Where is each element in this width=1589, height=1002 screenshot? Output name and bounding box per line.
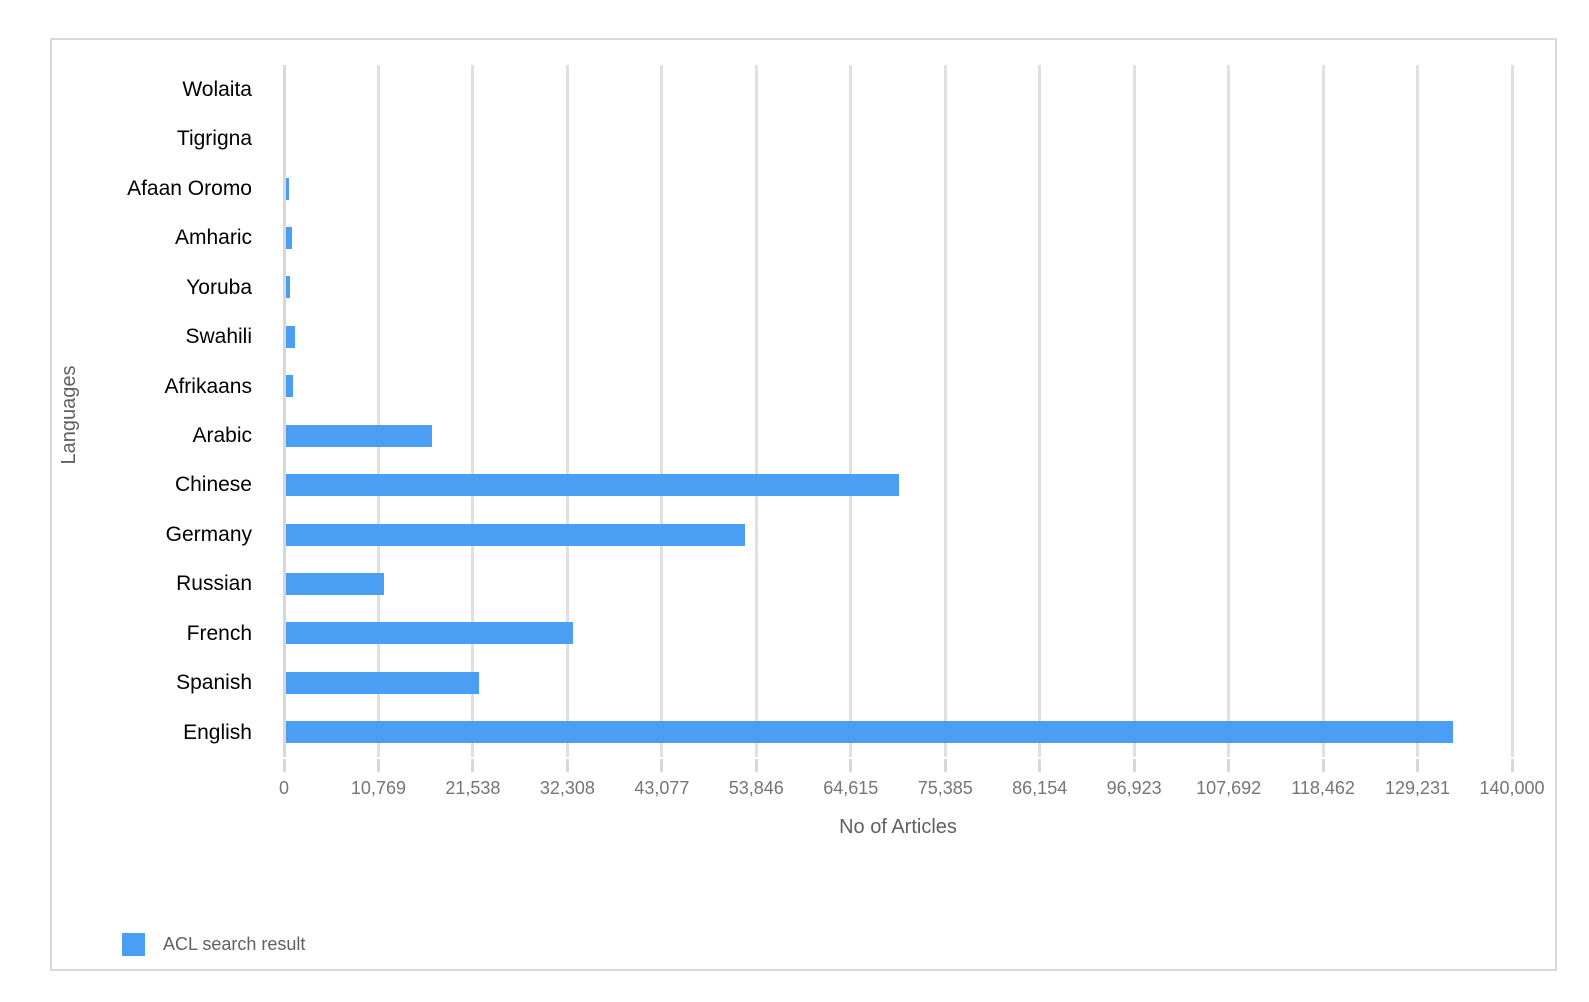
x-axis-title: No of Articles [839, 816, 957, 838]
x-tick-label: 118,462 [1291, 778, 1355, 798]
x-tick-label: 75,385 [917, 778, 973, 798]
x-tick-label: 96,923 [1106, 778, 1162, 798]
bar-amharic [286, 227, 293, 249]
plot-area [282, 65, 1514, 772]
chart-frame: Languages Wolaita Tigrigna Afaan Oromo Amha… [50, 38, 1557, 971]
category-label-swahili: Swahili [185, 325, 252, 349]
gridline [660, 65, 664, 757]
axis-tick [660, 759, 664, 772]
category-label-yoruba: Yoruba [186, 275, 252, 299]
category-label-arabic: Arabic [192, 424, 252, 447]
gridline [1510, 65, 1514, 757]
category-label-chinese: Chinese [174, 473, 252, 497]
bar-afaan-oromo [286, 177, 289, 200]
gridline [1416, 65, 1420, 757]
bar-russian [286, 573, 385, 595]
category-label-afrikaans: Afrikaans [164, 374, 252, 398]
category-label-tigrigna: Tigrigna [176, 127, 252, 151]
bar-english [286, 721, 1453, 744]
legend-swatch [122, 933, 145, 956]
gridline [1132, 65, 1136, 757]
x-tick-label: 10,769 [350, 778, 406, 798]
x-tick-label: 21,538 [445, 778, 501, 798]
bar-chinese [286, 474, 900, 497]
axis-tick [849, 759, 853, 772]
bar-spanish [286, 671, 479, 694]
axis-tick [1038, 759, 1042, 772]
gridline [376, 65, 380, 757]
axis-tick [754, 759, 758, 772]
axis-tick [471, 759, 475, 772]
bar-germany [286, 523, 745, 546]
category-label-afaan-oromo: Afaan Oromo [127, 176, 252, 200]
bar-yoruba [286, 276, 290, 299]
gridline [1227, 65, 1231, 757]
gridline [1321, 65, 1325, 757]
zero-gridline [282, 65, 286, 757]
axis-tick [565, 759, 569, 772]
bar-french [286, 622, 573, 645]
bar-arabic [286, 424, 432, 447]
category-label-english: English [183, 720, 252, 744]
legend: ACL search result [122, 933, 305, 956]
x-tick-label: 43,077 [634, 778, 690, 798]
axis-tick [376, 759, 380, 772]
category-label-spanish: Spanish [176, 671, 252, 695]
x-tick-label: 32,308 [539, 778, 595, 798]
axis-tick [282, 759, 286, 772]
axis-tick [943, 759, 947, 772]
gridline [943, 65, 947, 757]
x-tick-label: 140,000 [1479, 778, 1545, 798]
x-tick-label: 107,692 [1196, 778, 1262, 798]
x-tick-label: 86,154 [1012, 778, 1068, 798]
category-label-russian: Russian [176, 572, 252, 596]
gridline [471, 65, 475, 757]
category-label-french: French [186, 621, 252, 645]
gridline [849, 65, 853, 757]
x-tick-label: 53,846 [728, 778, 784, 798]
category-label-wolaita: Wolaita [182, 78, 252, 101]
axis-tick [1132, 759, 1136, 772]
bar-swahili [286, 325, 295, 348]
category-label-germany: Germany [165, 522, 252, 546]
x-tick-label: 129,231 [1384, 778, 1451, 798]
x-tick-label: 64,615 [823, 778, 879, 798]
axis-tick [1510, 759, 1514, 772]
bar-afrikaans [286, 375, 294, 398]
x-tick-label: 0 [278, 778, 289, 798]
axis-tick [1416, 759, 1420, 772]
gridline [1038, 65, 1042, 757]
gridline [754, 65, 758, 757]
axis-tick [1321, 759, 1325, 772]
axis-tick [1227, 759, 1231, 772]
gridline [565, 65, 569, 757]
legend-label: ACL search result [163, 934, 306, 954]
y-axis-labels: Wolaita Tigrigna Afaan Oromo Amharic Yoruba S… [52, 65, 252, 757]
category-label-amharic: Amharic [174, 226, 252, 250]
